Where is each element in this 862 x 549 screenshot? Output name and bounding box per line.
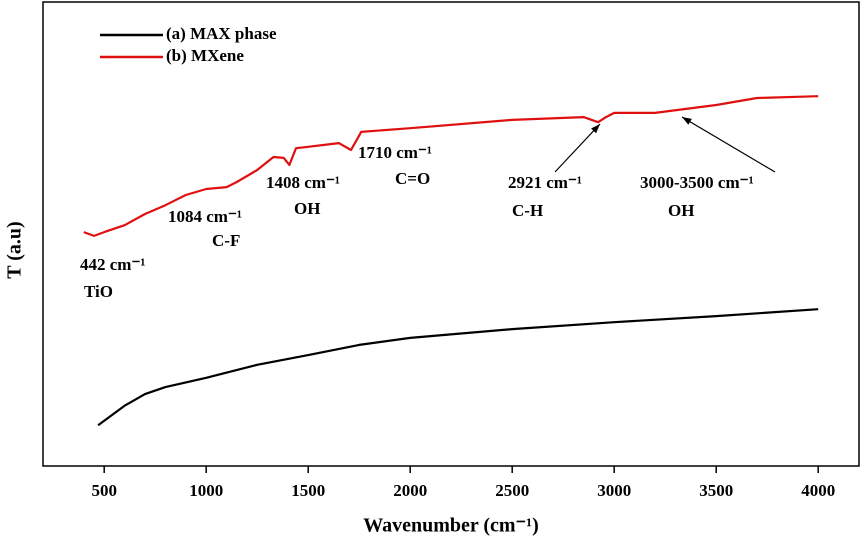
x-tick-label: 3500 xyxy=(699,481,733,500)
y-axis-label: T (a.u) xyxy=(4,221,26,278)
annotation: OH xyxy=(294,199,320,218)
annotation: 2921 cm⁻¹ xyxy=(508,173,582,192)
annotation-arrow xyxy=(681,116,776,173)
arrow-head xyxy=(591,124,600,134)
x-tick-label: 500 xyxy=(91,481,117,500)
annotation: C-H xyxy=(512,201,543,220)
annotation: 1084 cm⁻¹ xyxy=(168,207,242,226)
annotation: 3000-3500 cm⁻¹ xyxy=(640,173,754,192)
annotation: TiO xyxy=(84,282,113,301)
x-tick-label: 4000 xyxy=(801,481,835,500)
annotation: C=O xyxy=(395,169,430,188)
annotation: 1408 cm⁻¹ xyxy=(266,173,340,192)
plot-frame xyxy=(42,1,860,467)
arrow-head xyxy=(682,117,692,125)
x-tick-label: 2000 xyxy=(393,481,427,500)
x-tick-label: 2500 xyxy=(495,481,529,500)
x-axis-label: Wavenumber (cm⁻¹) xyxy=(363,515,539,537)
data-line xyxy=(83,95,819,237)
annotation: C-F xyxy=(212,231,240,250)
data-line xyxy=(97,308,819,427)
x-tick-label: 3000 xyxy=(597,481,631,500)
annotation: 442 cm⁻¹ xyxy=(80,255,146,274)
annotation: 1710 cm⁻¹ xyxy=(358,143,432,162)
annotation-arrow xyxy=(554,123,601,173)
annotation: OH xyxy=(668,201,694,220)
x-tick-label: 1500 xyxy=(291,481,325,500)
x-tick-label: 1000 xyxy=(189,481,223,500)
legend-label: (b) MXene xyxy=(166,46,244,65)
legend-label: (a) MAX phase xyxy=(166,24,277,43)
